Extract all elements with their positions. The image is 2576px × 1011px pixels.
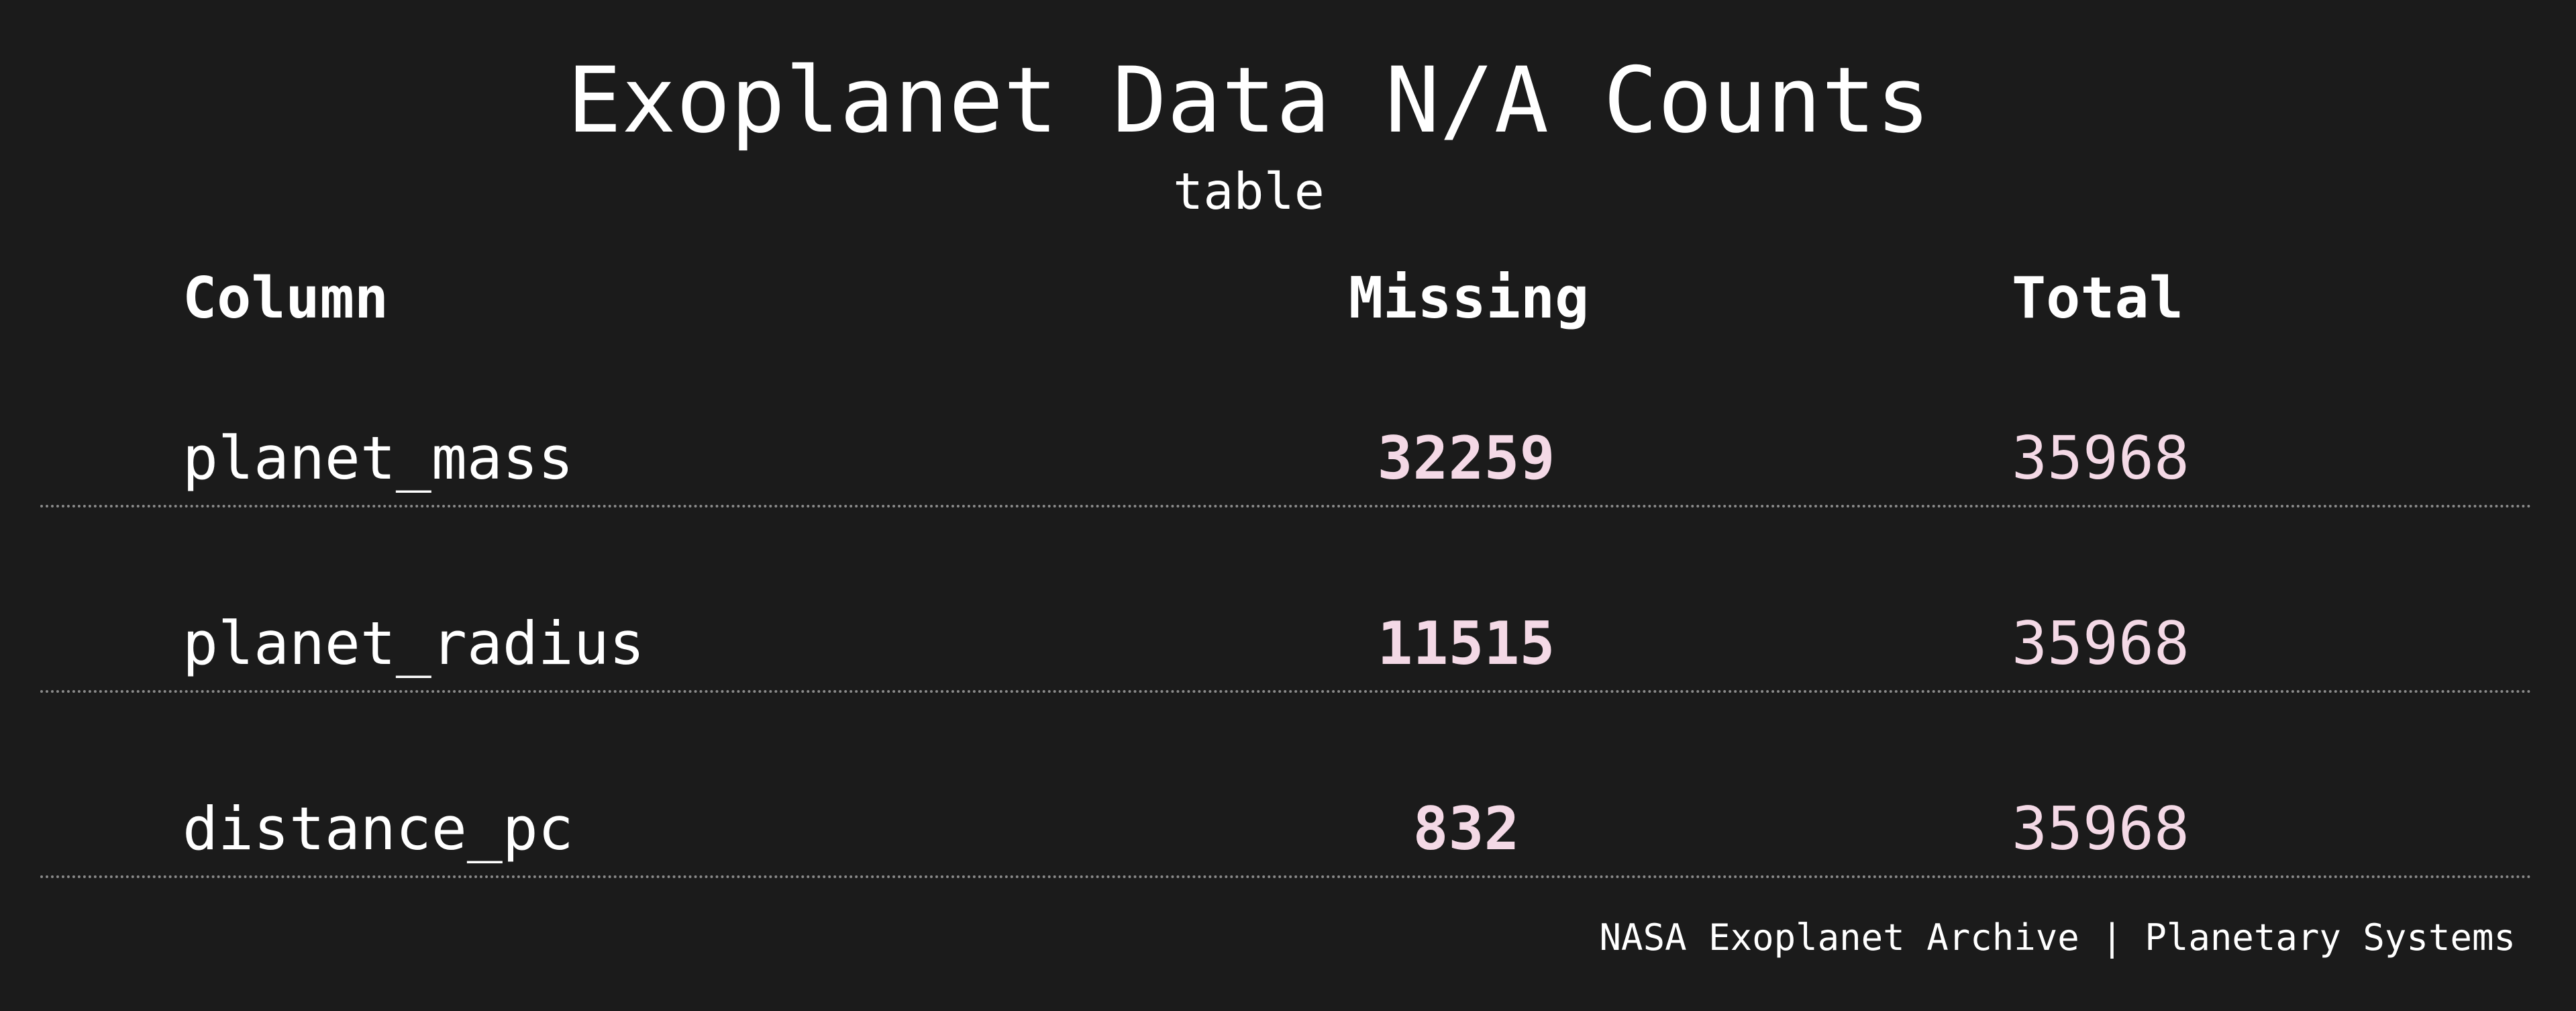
header-missing: Missing	[1349, 265, 1590, 332]
table-row: distance_pc 832 35968	[0, 691, 2576, 877]
row-divider	[40, 690, 2533, 693]
row-divider	[40, 875, 2533, 878]
cell-missing-count: 832	[1412, 794, 1520, 863]
table-row: planet_mass 32259 35968	[0, 321, 2576, 506]
cell-missing-count: 32259	[1377, 424, 1555, 493]
cell-column-name: planet_radius	[183, 609, 645, 678]
cell-column-name: planet_mass	[183, 424, 574, 493]
header-column: Column	[183, 265, 389, 332]
chart-subtitle: table	[1173, 162, 1325, 221]
cell-column-name: distance_pc	[183, 794, 574, 863]
chart-title: Exoplanet Data N/A Counts	[567, 48, 1930, 153]
cell-total-count: 35968	[2012, 609, 2189, 678]
cell-missing-count: 11515	[1377, 609, 1555, 678]
cell-total-count: 35968	[2012, 794, 2189, 863]
source-footer: NASA Exoplanet Archive | Planetary Syste…	[1599, 916, 2516, 959]
row-divider	[40, 505, 2533, 508]
cell-total-count: 35968	[2012, 424, 2189, 493]
table-row: planet_radius 11515 35968	[0, 506, 2576, 691]
header-total: Total	[2012, 265, 2183, 332]
